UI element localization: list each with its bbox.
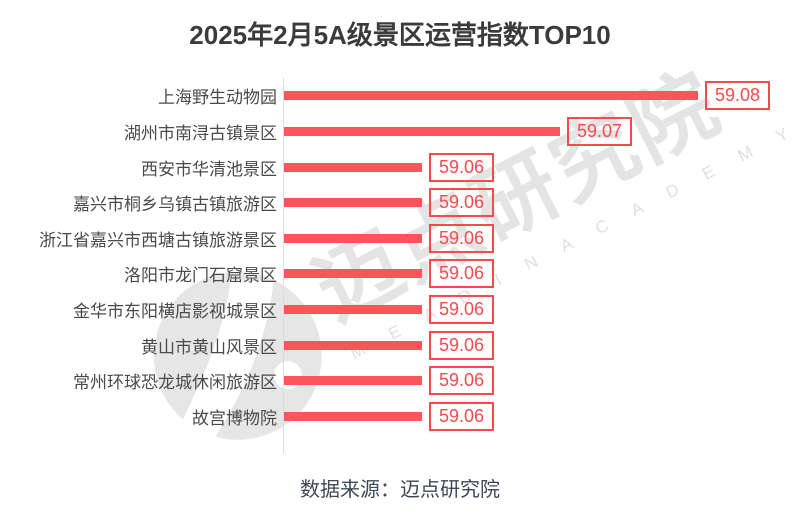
value-label: 59.08 (705, 81, 771, 111)
chart-row: 西安市华清池景区 59.06 (0, 149, 800, 185)
bar-area: 59.06 (283, 330, 800, 360)
bar-area: 59.06 (283, 366, 800, 396)
y-axis-line (283, 78, 284, 454)
bar (284, 198, 422, 208)
value-label: 59.06 (429, 152, 495, 182)
value-label: 59.06 (429, 259, 495, 289)
bar (284, 340, 422, 350)
bar (284, 233, 422, 243)
category-label: 上海野生动物园 (158, 88, 277, 108)
value-label: 59.06 (429, 330, 495, 360)
category-label: 嘉兴市桐乡乌镇古镇旅游区 (73, 195, 277, 215)
value-label: 59.07 (567, 117, 633, 147)
bar-area: 59.06 (283, 401, 800, 431)
bar (284, 91, 698, 101)
category-label: 洛阳市龙门石窟景区 (124, 266, 277, 286)
bar-area: 59.06 (283, 259, 800, 289)
bar (284, 411, 422, 421)
value-label: 59.06 (429, 188, 495, 218)
chart-rows: 上海野生动物园 59.08 湖州市南浔古镇景区 59.07 西安市华清池景区 59.06 嘉… (0, 78, 800, 434)
bar-area: 59.08 (283, 81, 800, 111)
bar (284, 269, 422, 279)
chart-row: 常州环球恐龙城休闲旅游区 59.06 (0, 363, 800, 399)
bar-area: 59.06 (283, 188, 800, 218)
chart-row: 黄山市黄山风景区 59.06 (0, 327, 800, 363)
category-label: 湖州市南浔古镇景区 (124, 124, 277, 144)
data-source: 数据来源：迈点研究院 (300, 479, 500, 502)
value-label: 59.06 (429, 223, 495, 253)
chart-row: 浙江省嘉兴市西塘古镇旅游景区 59.06 (0, 221, 800, 257)
category-label: 金华市东阳横店影视城景区 (73, 302, 277, 322)
category-label: 黄山市黄山风景区 (141, 337, 277, 357)
category-label: 浙江省嘉兴市西塘古镇旅游景区 (39, 230, 277, 250)
category-label: 西安市华清池景区 (141, 159, 277, 179)
bar-area: 59.06 (283, 223, 800, 253)
chart-row: 故宫博物院 59.06 (0, 399, 800, 435)
chart-content: 2025年2月5A级景区运营指数TOP10 上海野生动物园 59.08 湖州市南浔古… (0, 20, 800, 502)
bar (284, 305, 422, 315)
chart-row: 湖州市南浔古镇景区 59.07 (0, 114, 800, 150)
value-label: 59.06 (429, 295, 495, 325)
bar-area: 59.06 (283, 295, 800, 325)
bar-area: 59.07 (283, 117, 800, 147)
bar-chart: 上海野生动物园 59.08 湖州市南浔古镇景区 59.07 西安市华清池景区 59.06 嘉… (0, 78, 800, 454)
bar (284, 162, 422, 172)
chart-row: 金华市东阳横店影视城景区 59.06 (0, 292, 800, 328)
value-label: 59.06 (429, 401, 495, 431)
chart-row: 洛阳市龙门石窟景区 59.06 (0, 256, 800, 292)
category-label: 故宫博物院 (192, 408, 277, 428)
chart-title: 2025年2月5A级景区运营指数TOP10 (189, 20, 611, 50)
value-label: 59.06 (429, 366, 495, 396)
chart-row: 上海野生动物园 59.08 (0, 78, 800, 114)
category-label: 常州环球恐龙城休闲旅游区 (73, 373, 277, 393)
bar (284, 127, 560, 137)
bar (284, 376, 422, 386)
bar-area: 59.06 (283, 152, 800, 182)
chart-row: 嘉兴市桐乡乌镇古镇旅游区 59.06 (0, 185, 800, 221)
